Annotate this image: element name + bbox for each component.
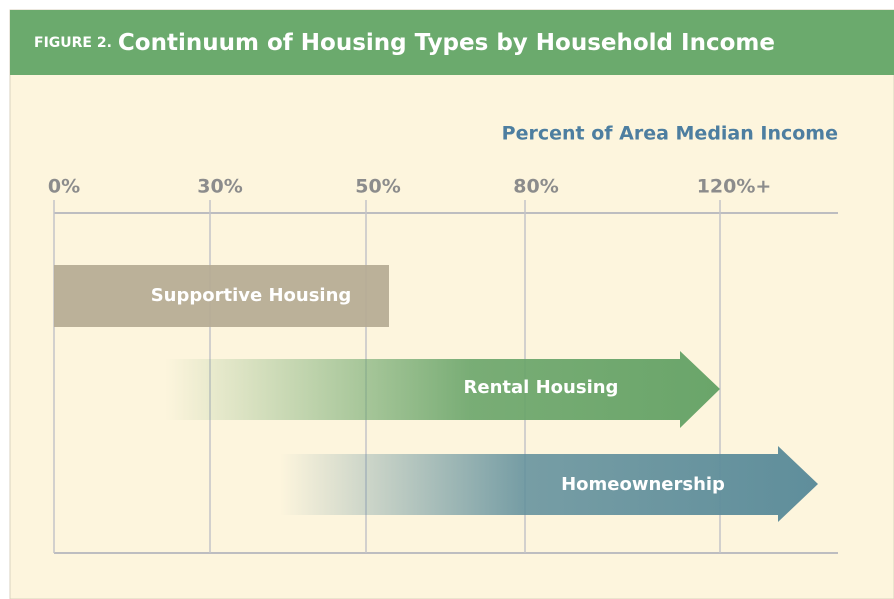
bar-label: Supportive Housing <box>151 285 352 306</box>
axis-title: Percent of Area Median Income <box>502 123 838 145</box>
rental-arrow <box>165 351 720 428</box>
tick-label: 0% <box>48 176 80 198</box>
tick-label: 120%+ <box>697 176 772 198</box>
bar-label: Rental Housing <box>464 377 619 398</box>
tick-label: 80% <box>513 176 558 198</box>
bar-label: Homeownership <box>561 474 725 495</box>
figure-label: FIGURE 2. <box>34 35 112 51</box>
homeownership-arrow <box>280 446 818 522</box>
title: Continuum of Housing Types by Household … <box>118 30 775 56</box>
supportive-bar <box>54 265 389 327</box>
header: FIGURE 2. Continuum of Housing Types by H… <box>34 30 775 56</box>
tick-label: 30% <box>197 176 242 198</box>
header-band <box>10 10 894 75</box>
tick-label: 50% <box>355 176 400 198</box>
